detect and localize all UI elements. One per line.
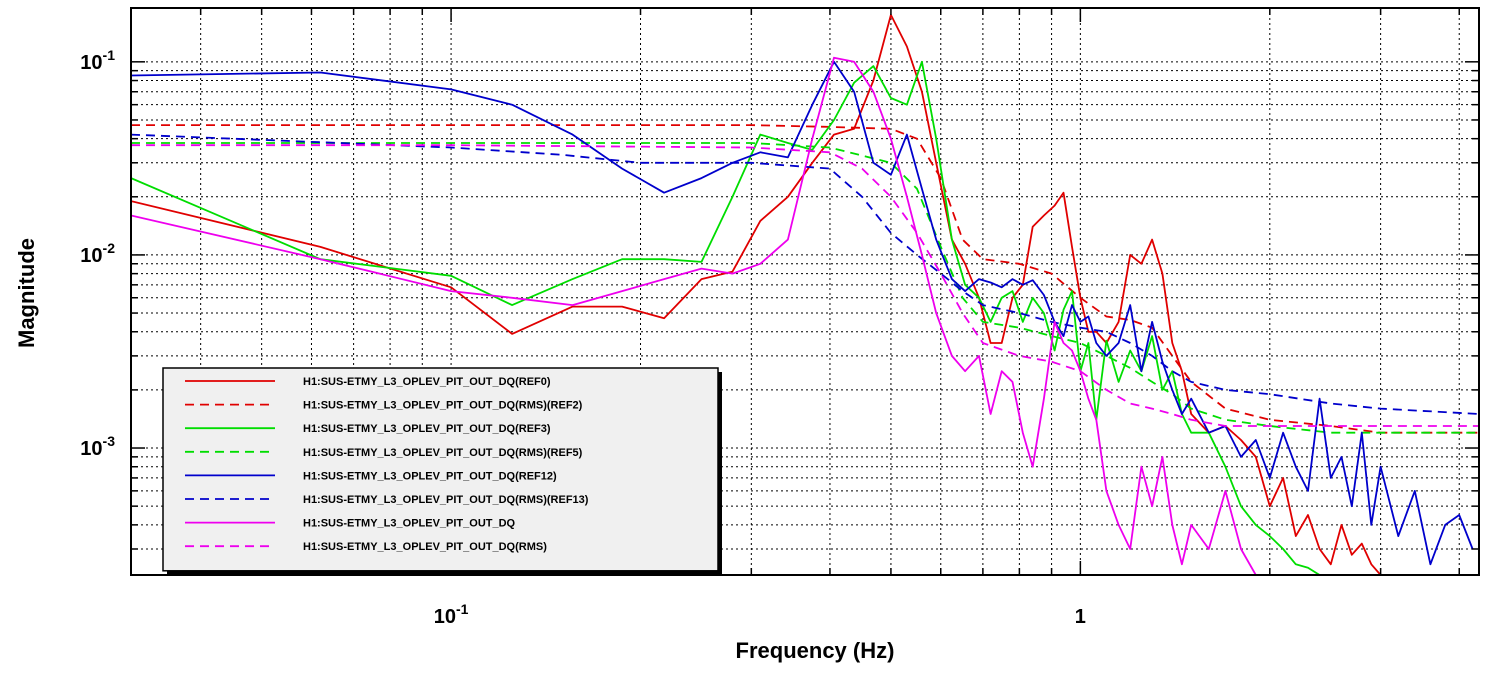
series-line-4 [131,142,1479,434]
y-tick-label: 10-3 [80,433,115,460]
legend-box [162,367,719,572]
legend-label: H1:SUS-ETMY_L3_OPLEV_PIT_OUT_DQ(RMS)(REF… [303,494,589,506]
series-line-5 [131,60,1474,566]
x-axis-label: Frequency (Hz) [736,638,895,663]
axis-tick-labels: 10-1 1 10-1 10-2 10-3 [80,47,1086,628]
legend-label: H1:SUS-ETMY_L3_OPLEV_PIT_OUT_DQ(RMS) [303,541,547,553]
plot-series [131,14,1479,575]
legend-label: H1:SUS-ETMY_L3_OPLEV_PIT_OUT_DQ(RMS)(REF… [303,447,583,459]
y-axis-label: Magnitude [14,238,39,348]
series-line-1 [131,14,1382,575]
series-line-3 [131,60,1342,575]
series-line-6 [131,133,1479,415]
y-tick-label: 10-1 [80,47,115,74]
series-line-8 [131,144,1479,427]
legend-label: H1:SUS-ETMY_L3_OPLEV_PIT_OUT_DQ(REF3) [303,423,551,435]
series-line-7 [131,56,1257,575]
legend-label: H1:SUS-ETMY_L3_OPLEV_PIT_OUT_DQ(REF0) [303,376,551,388]
plot-frame [130,7,1480,576]
legend: H1:SUS-ETMY_L3_OPLEV_PIT_OUT_DQ(REF0) H1:… [162,367,722,575]
x-tick-label: 10-1 [434,601,469,628]
legend-label: H1:SUS-ETMY_L3_OPLEV_PIT_OUT_DQ(RMS)(REF… [303,400,583,412]
legend-label: H1:SUS-ETMY_L3_OPLEV_PIT_OUT_DQ(REF12) [303,470,557,482]
x-tick-label: 1 [1075,606,1086,628]
y-tick-label: 10-2 [80,240,115,267]
legend-label: H1:SUS-ETMY_L3_OPLEV_PIT_OUT_DQ [303,518,516,530]
series-line-2 [131,124,1479,434]
